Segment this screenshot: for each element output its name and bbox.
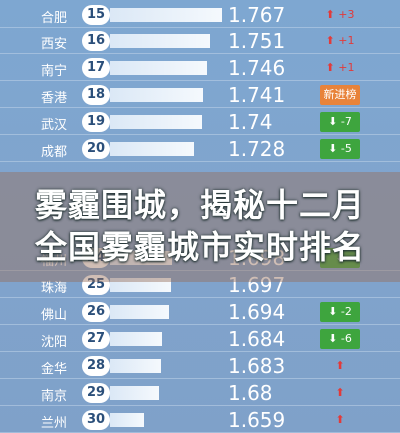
city-name: 兰州 xyxy=(40,416,67,431)
city-name: 武汉 xyxy=(40,118,67,133)
change-badge: ⬇ xyxy=(320,248,360,268)
value-label: 1.698 xyxy=(228,246,286,270)
change-badge: ⬇ -2 xyxy=(320,302,360,322)
down-arrow-icon: ⬇ xyxy=(328,332,338,345)
change-value: 新进榜 xyxy=(323,88,357,101)
row-divider xyxy=(0,324,400,325)
up-arrow-icon: ⬆ xyxy=(335,386,345,399)
value-bar xyxy=(110,278,172,292)
value-bar xyxy=(110,88,204,102)
value-bar xyxy=(110,332,162,346)
city-name: 珠海 xyxy=(40,281,67,296)
change-value: +1 xyxy=(338,34,355,47)
rank-badge: 18 xyxy=(82,85,110,105)
down-arrow-icon: ⬇ xyxy=(328,115,338,128)
city-name: 沈阳 xyxy=(40,335,67,350)
value-bar xyxy=(110,413,144,427)
value-label: 1.694 xyxy=(228,300,286,324)
up-arrow-icon: ⬆ xyxy=(335,413,345,426)
value-label: 1.74 xyxy=(228,110,273,134)
rank-badge: 19 xyxy=(82,112,110,132)
change-value: -7 xyxy=(340,115,352,128)
row-divider xyxy=(0,27,400,28)
value-bar xyxy=(110,305,170,319)
value-label: 1.659 xyxy=(228,408,286,432)
change-badge: ⬆ +1 xyxy=(320,58,360,78)
row-divider xyxy=(0,134,400,135)
change-badge: ⬆ xyxy=(320,410,360,430)
value-label: 1.741 xyxy=(228,83,286,107)
value-bar xyxy=(110,251,173,265)
change-badge: ⬆ xyxy=(320,356,360,376)
value-bar xyxy=(110,115,203,129)
down-arrow-icon: ⬇ xyxy=(328,142,338,155)
row-divider xyxy=(0,351,400,352)
row-divider xyxy=(0,80,400,81)
change-badge: 新进榜 xyxy=(320,85,360,105)
value-bar xyxy=(110,359,162,373)
headline-line-2: 全国雾霾城市实时排名 xyxy=(34,228,365,266)
row-divider xyxy=(0,297,400,298)
change-badge: ⬇ -6 xyxy=(320,329,360,349)
rank-badge: 15 xyxy=(82,5,110,25)
value-bar xyxy=(110,142,194,156)
value-bar xyxy=(110,34,211,48)
rank-badge: 17 xyxy=(82,58,110,78)
change-badge: ⬇ -5 xyxy=(320,139,360,159)
rank-badge: 25 xyxy=(82,275,110,295)
rank-badge: 30 xyxy=(82,410,110,430)
rank-badge: 24 xyxy=(82,248,110,268)
up-arrow-icon: ⬆ xyxy=(325,34,335,47)
row-divider xyxy=(0,378,400,379)
row-divider xyxy=(0,161,400,162)
value-label: 1.683 xyxy=(228,354,286,378)
rank-badge: 16 xyxy=(82,31,110,51)
row-divider xyxy=(0,53,400,54)
value-label: 1.68 xyxy=(228,381,273,405)
city-name: 香港 xyxy=(40,91,67,106)
rank-badge: 26 xyxy=(82,302,110,322)
change-badge: ⬆ +1 xyxy=(320,31,360,51)
city-name: 南宁 xyxy=(40,64,67,79)
change-value: -6 xyxy=(340,332,352,345)
value-label: 1.767 xyxy=(228,3,286,27)
change-badge: ⬆ xyxy=(320,383,360,403)
rank-badge: 28 xyxy=(82,356,110,376)
value-bar xyxy=(110,386,159,400)
change-value: -5 xyxy=(340,142,352,155)
rank-badge: 29 xyxy=(82,383,110,403)
city-name: 佛山 xyxy=(40,308,67,323)
row-divider xyxy=(0,270,400,271)
value-label: 1.697 xyxy=(228,273,286,297)
rank-badge: 27 xyxy=(82,329,110,349)
city-name: 南京 xyxy=(40,389,67,404)
up-arrow-icon: ⬆ xyxy=(335,359,345,372)
headline-line-1: 雾霾围城，揭秘十二月 xyxy=(34,186,365,224)
down-arrow-icon: ⬇ xyxy=(335,251,345,264)
rank-badge: 20 xyxy=(82,139,110,159)
row-divider xyxy=(0,405,400,406)
up-arrow-icon: ⬆ xyxy=(325,8,335,21)
down-arrow-icon: ⬇ xyxy=(328,305,338,318)
change-badge: ⬇ -7 xyxy=(320,112,360,132)
row-divider xyxy=(0,107,400,108)
city-name: 合肥 xyxy=(40,11,67,26)
change-value: +1 xyxy=(338,61,355,74)
headline-overlay xyxy=(0,172,400,282)
up-arrow-icon: ⬆ xyxy=(325,61,335,74)
value-label: 1.728 xyxy=(228,137,286,161)
change-value: +3 xyxy=(338,8,355,21)
value-bar xyxy=(110,61,207,75)
value-label: 1.746 xyxy=(228,56,286,80)
value-label: 1.751 xyxy=(228,29,286,53)
city-name: 西安 xyxy=(40,37,67,52)
value-label: 1.684 xyxy=(228,327,286,351)
city-name: 成都 xyxy=(40,145,67,160)
city-name: 金华 xyxy=(40,362,67,377)
city-name: 福州 xyxy=(40,254,67,269)
value-bar xyxy=(110,8,222,22)
change-value: -2 xyxy=(340,305,352,318)
change-badge: ⬆ +3 xyxy=(320,5,360,25)
